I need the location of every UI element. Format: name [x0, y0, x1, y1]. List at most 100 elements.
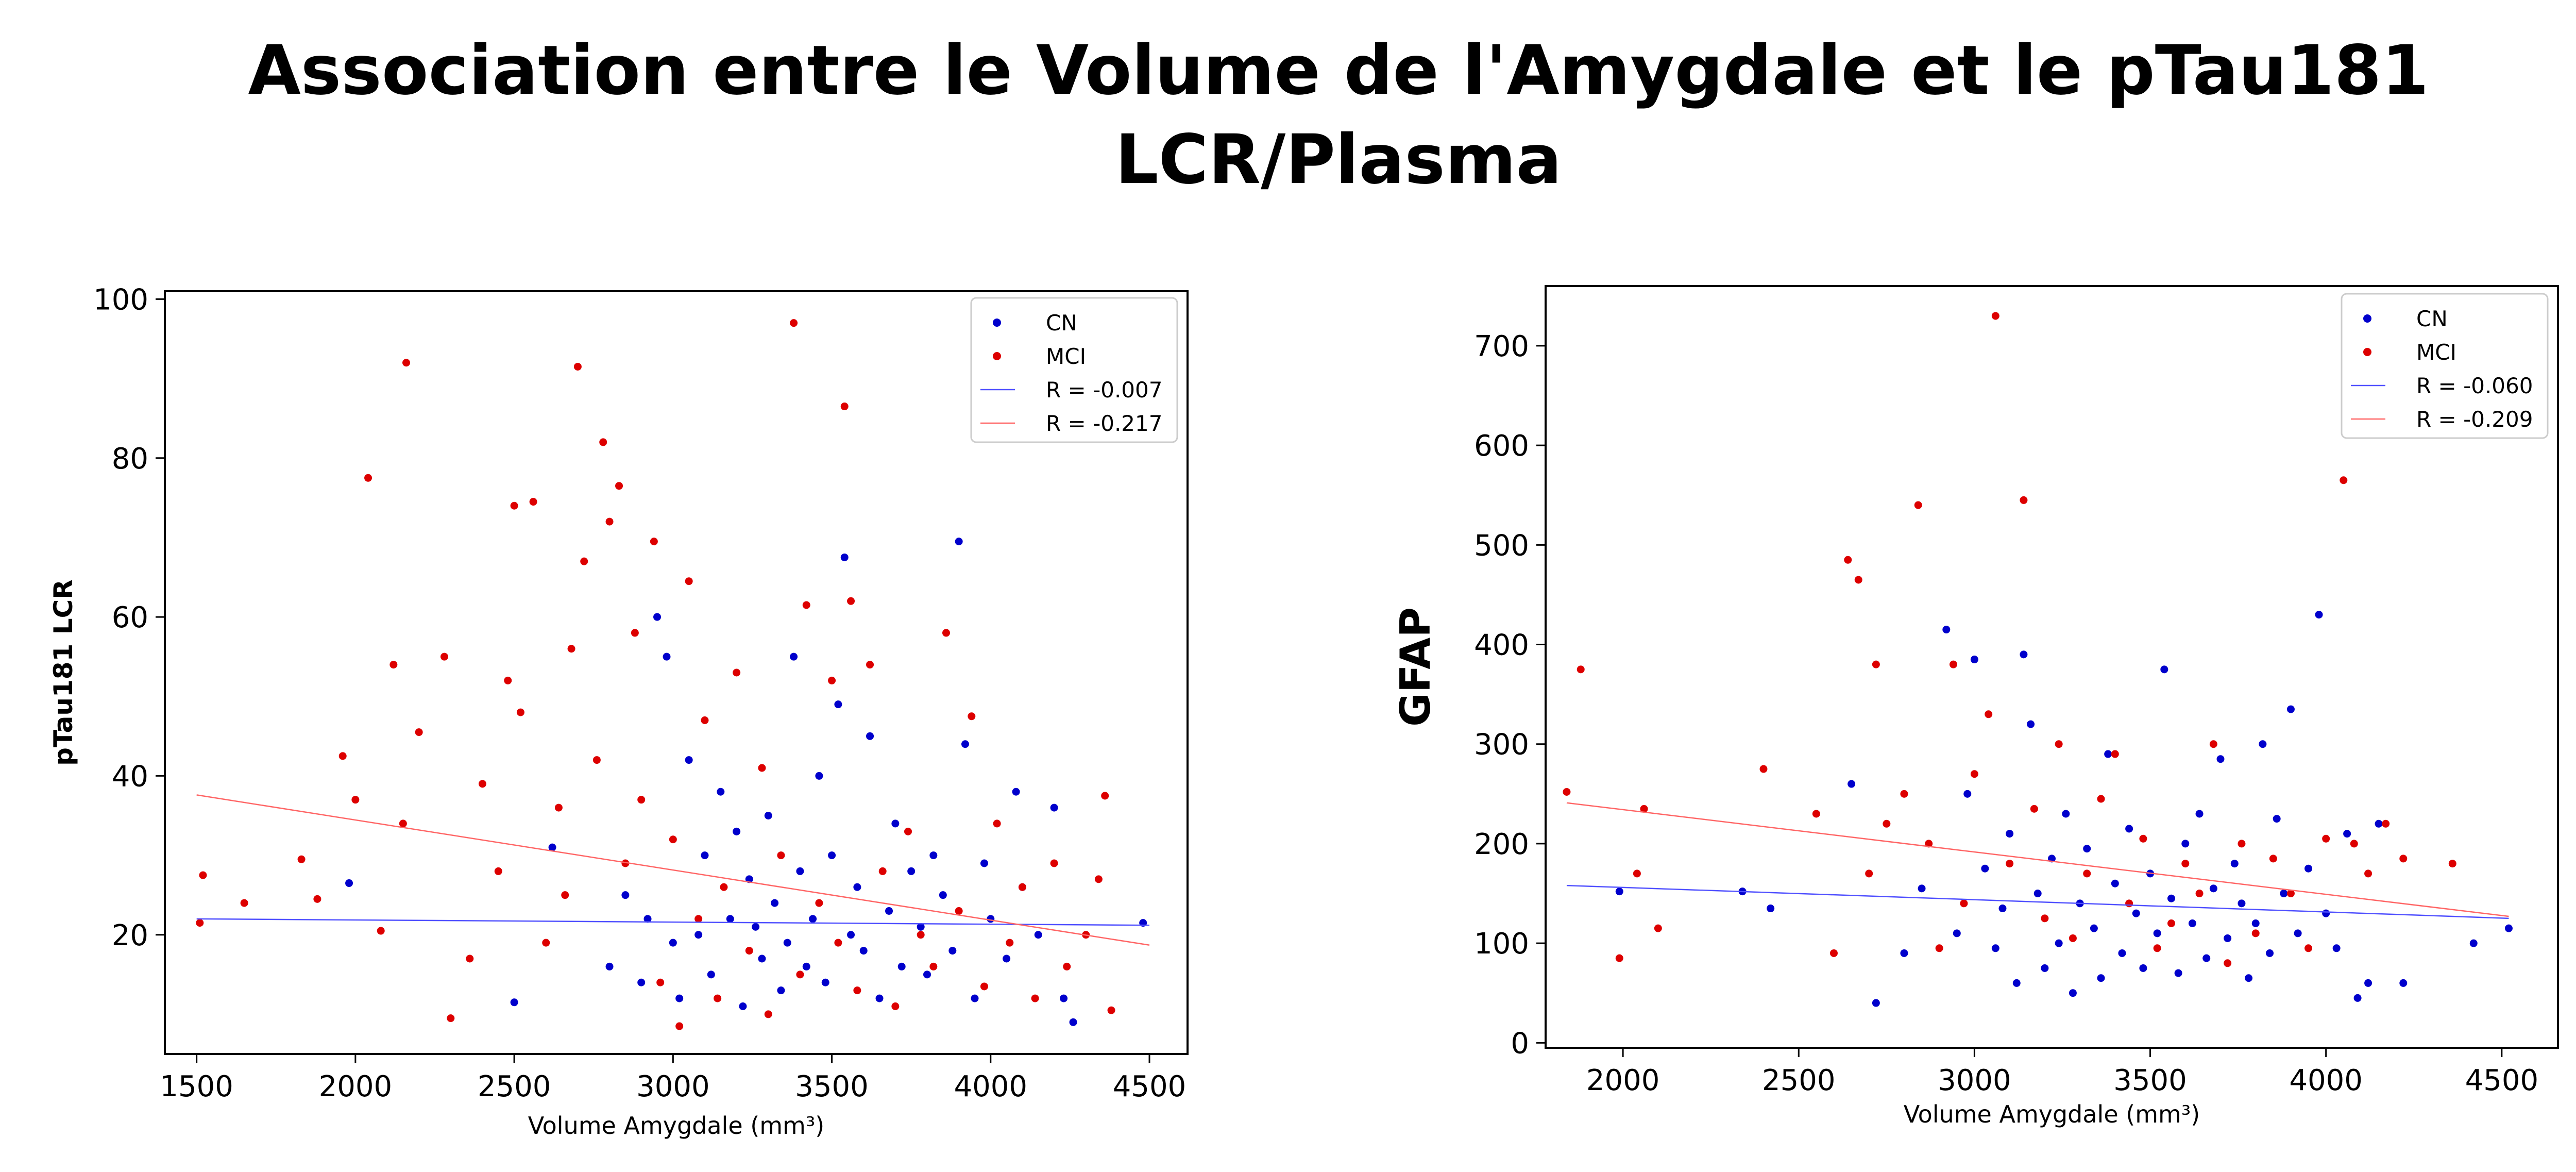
cn-point	[1872, 999, 1880, 1007]
mci-point	[504, 676, 512, 684]
cn-point	[707, 970, 715, 979]
mci-point	[1914, 501, 1922, 509]
cn-point	[1848, 780, 1856, 788]
cn-point	[783, 939, 791, 947]
mci-point	[2251, 929, 2260, 937]
mci-point	[447, 1014, 455, 1023]
cn-point	[2294, 929, 2302, 937]
mci-point	[815, 899, 823, 907]
mci-point	[399, 819, 407, 828]
mci-point	[669, 835, 677, 844]
mci-point	[2006, 860, 2014, 868]
cn-point	[948, 947, 957, 955]
cn-point	[875, 994, 884, 1002]
cn-point	[866, 732, 874, 740]
cn-point	[1942, 626, 1951, 634]
cn-point	[605, 962, 614, 970]
mci-point	[2350, 840, 2358, 848]
mci-point	[694, 915, 703, 923]
mci-point	[828, 676, 836, 684]
regression-line-cn	[1566, 884, 2509, 919]
mci-point	[1900, 790, 1908, 798]
cn-point	[2090, 924, 2098, 932]
cn-point	[1050, 803, 1058, 812]
mci-point	[615, 482, 623, 490]
mci-point	[196, 919, 204, 927]
mci-point	[968, 712, 976, 721]
cn-point	[847, 931, 855, 939]
cn-point	[2343, 830, 2351, 838]
y-tick-label: 500	[1474, 529, 1529, 562]
mci-point	[1018, 883, 1026, 891]
x-tick-label: 2000	[1586, 1064, 1660, 1097]
mci-point	[561, 891, 569, 899]
cn-point	[828, 851, 836, 860]
cn-point	[2353, 994, 2362, 1002]
mci-point	[685, 577, 693, 585]
mci-point	[567, 645, 575, 653]
cn-point	[809, 915, 817, 923]
x-tick-label: 4500	[2465, 1064, 2539, 1097]
legend-label: CN	[1046, 310, 1077, 336]
mci-point	[2322, 834, 2330, 843]
x-tick-label: 4000	[2289, 1064, 2363, 1097]
mci-point	[1101, 792, 1109, 800]
cn-point	[777, 986, 785, 995]
x-tick-label: 3000	[1938, 1064, 2011, 1097]
mci-point	[478, 780, 486, 788]
mci-point	[1812, 810, 1820, 818]
legend-box	[2341, 293, 2549, 439]
cn-point	[345, 879, 353, 888]
mci-point	[2125, 899, 2133, 908]
mci-point	[2111, 750, 2119, 758]
mci-point	[980, 982, 988, 991]
cn-point	[2069, 989, 2077, 997]
legend-marker-mci	[993, 352, 1001, 360]
mci-point	[1865, 869, 1873, 878]
mci-point	[796, 970, 804, 979]
cn-point	[2174, 969, 2182, 977]
mci-point	[993, 819, 1001, 828]
cn-point	[790, 652, 798, 661]
mci-point	[1633, 869, 1641, 878]
x-tick-label: 2500	[478, 1070, 551, 1103]
mci-point	[1829, 949, 1838, 957]
cn-point	[2332, 944, 2341, 952]
cn-point	[2062, 810, 2070, 818]
mci-point	[529, 498, 537, 506]
cn-point	[2083, 845, 2091, 853]
mci-point	[701, 716, 709, 724]
cn-point	[971, 994, 979, 1002]
cn-point	[1981, 864, 1989, 873]
cn-point	[2055, 939, 2063, 947]
plot-frame	[164, 290, 1189, 1055]
mci-point	[605, 517, 614, 526]
mci-point	[2097, 795, 2105, 803]
cn-point	[2266, 949, 2274, 957]
legend-label: CN	[2416, 306, 2448, 331]
cn-point	[840, 553, 849, 561]
cn-point	[2224, 934, 2232, 942]
legend-label: R = -0.217	[1046, 411, 1162, 436]
cn-point	[885, 907, 893, 915]
mci-point	[790, 319, 798, 327]
cn-point	[1615, 888, 1623, 896]
cn-point	[796, 867, 804, 875]
mci-point	[637, 796, 646, 804]
cn-point	[980, 859, 988, 867]
x-tick-label: 2500	[1762, 1064, 1836, 1097]
mci-point	[199, 871, 207, 879]
mci-point	[516, 708, 524, 716]
cn-point	[2273, 815, 2281, 823]
cn-point	[939, 891, 947, 899]
cn-point	[853, 883, 861, 891]
mci-point	[917, 931, 925, 939]
mci-point	[929, 962, 938, 970]
cn-point	[733, 827, 741, 835]
cn-point	[2304, 864, 2313, 873]
cn-point	[2027, 720, 2035, 728]
cn-point	[2125, 825, 2133, 833]
cn-point	[2195, 810, 2204, 818]
mci-point	[377, 927, 385, 935]
cn-point	[1970, 656, 1978, 664]
